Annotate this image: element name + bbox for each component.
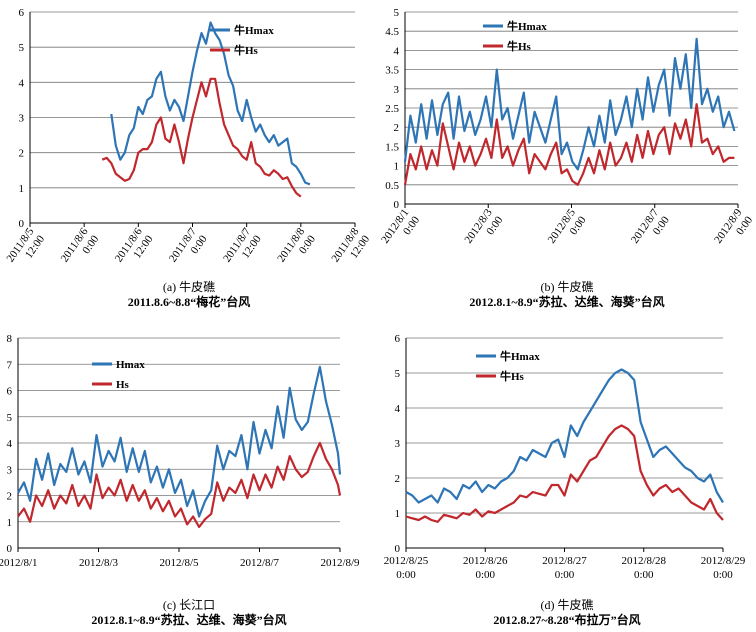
y-tick-label: 1.5 xyxy=(385,141,399,153)
legend-label-hmax: 牛Hmax xyxy=(507,19,547,33)
x-tick-label: 2012/8/50:00 xyxy=(546,206,589,245)
chart-b: 0 0.5 1 1.5 2 2.5 3 3.5 4 4.5 5 2012/8/10:00 2012/8/… xyxy=(379,7,755,246)
x-tick-label: 2012/8/25 0:00 xyxy=(384,555,429,581)
y-tick-label: 2 xyxy=(7,491,13,503)
series-line-hs xyxy=(405,424,724,523)
y-tick-label: 0 xyxy=(7,543,13,555)
caption-a: (a) 牛皮礁 2011.8.6~8.8“梅花”台风 xyxy=(0,280,378,310)
x-tick-label: 2011/8/512:00 xyxy=(4,225,47,264)
legend-label-hmax: 牛Hmax xyxy=(500,349,540,363)
x-tick-label: 2012/8/3 xyxy=(79,557,119,569)
y-tick-label: 4 xyxy=(7,438,13,450)
series-line-hmax xyxy=(405,368,724,504)
y-tick-label: 2 xyxy=(395,473,401,485)
x-tick-label: 2012/8/7 xyxy=(240,557,280,569)
caption-title-d: (d) 牛皮礁 xyxy=(540,598,594,612)
y-tick-label: 6 xyxy=(19,7,25,19)
y-tick-label: 1 xyxy=(19,183,25,195)
x-tick-label: 2012/8/10:00 xyxy=(379,207,422,246)
legend-label-hmax: Hmax xyxy=(116,359,145,371)
x-tick-label: 2011/8/80:00 xyxy=(275,225,318,264)
series-line-hmax xyxy=(110,21,311,186)
caption-sub-c: 2012.8.1~8.9“苏拉、达维、海葵”台风 xyxy=(91,613,287,627)
y-tick-label: 3 xyxy=(395,438,401,450)
caption-d: (d) 牛皮礁 2012.8.27~8.28“布拉万”台风 xyxy=(378,598,756,628)
caption-title-b: (b) 牛皮礁 xyxy=(540,280,594,294)
y-tick-label: 0 xyxy=(19,218,25,230)
x-tick-label: 2012/8/30:00 xyxy=(462,206,505,245)
chart-panel-a: 0 1 2 3 4 5 6 2011/8/5 12:00 2011/8/6 0:00 2011/8/6… xyxy=(0,0,378,316)
y-tick-label: 2 xyxy=(19,148,25,160)
caption-title-c: (c) 长江口 xyxy=(162,598,216,612)
y-tick-label: 3 xyxy=(19,113,25,125)
series-line-hs xyxy=(101,77,302,198)
caption-sub-d: 2012.8.27~8.28“布拉万”台风 xyxy=(493,613,641,627)
x-tick-label: 2011/8/70:00 xyxy=(167,225,210,264)
series-line-hmax xyxy=(17,365,342,518)
y-tick-label: 7 xyxy=(7,359,13,371)
legend-label-hs: 牛Hs xyxy=(234,43,259,57)
y-tick-label: 3.5 xyxy=(385,65,399,77)
chart-c: 0 1 2 3 4 5 6 7 8 2012/8/1 2012/8/3 2012/8/5 2012/8/… xyxy=(0,333,360,569)
x-tick-label: 2011/8/60:00 xyxy=(59,225,102,264)
chart-panel-d: 0 1 2 3 4 5 6 2012/8/25 0:00 2012/8/26 0:00 2012/8/… xyxy=(378,316,756,632)
legend-label-hs: 牛Hs xyxy=(500,369,525,383)
chart-d: 0 1 2 3 4 5 6 2012/8/25 0:00 2012/8/26 0:00 2012/8/… xyxy=(384,333,746,581)
caption-sub-a: 2011.8.6~8.8“梅花”台风 xyxy=(127,295,251,309)
chart-panel-b: 0 0.5 1 1.5 2 2.5 3 3.5 4 4.5 5 2012/8/1 0:00 2012/8/… xyxy=(378,0,756,316)
y-tick-label: 3 xyxy=(7,464,13,476)
y-tick-label: 1 xyxy=(395,508,401,520)
y-tick-label: 1 xyxy=(7,517,13,529)
series-line-hs xyxy=(17,441,342,529)
y-tick-label: 4 xyxy=(395,403,401,415)
y-tick-label: 6 xyxy=(7,386,13,398)
chart-panel-c: 0 1 2 3 4 5 6 7 8 2012/8/1 2012/8/3 2012/8/5 2012/8/… xyxy=(0,316,378,632)
caption-sub-b: 2012.8.1~8.9“苏拉、达维、海葵”台风 xyxy=(469,295,665,309)
x-tick-label: 2012/8/29 0:00 xyxy=(701,555,746,581)
caption-b: (b) 牛皮礁 2012.8.1~8.9“苏拉、达维、海葵”台风 xyxy=(378,280,756,310)
y-tick-label: 4.5 xyxy=(385,26,399,38)
y-tick-label: 3 xyxy=(394,84,400,96)
legend-label-hmax: 牛Hmax xyxy=(234,23,274,37)
y-tick-label: 8 xyxy=(7,333,13,345)
x-tick-label: 2011/8/812:00 xyxy=(329,225,372,264)
y-tick-label: 2.5 xyxy=(385,103,399,115)
series-line-hs xyxy=(403,103,735,186)
series-line-hmax xyxy=(403,37,736,171)
x-tick-label: 2011/8/712:00 xyxy=(221,225,264,264)
y-tick-label: 5 xyxy=(394,7,400,19)
y-tick-label: 1 xyxy=(394,161,400,173)
y-tick-label: 4 xyxy=(394,45,400,57)
x-tick-label: 2012/8/90:00 xyxy=(712,206,755,245)
y-tick-label: 5 xyxy=(7,412,13,424)
y-tick-label: 0 xyxy=(395,543,401,555)
x-tick-label: 2012/8/27 0:00 xyxy=(542,555,587,581)
y-tick-label: 6 xyxy=(395,333,401,345)
caption-title-a: (a) 牛皮礁 xyxy=(162,280,216,294)
y-tick-label: 2 xyxy=(394,122,400,134)
y-tick-label: 0 xyxy=(394,199,400,211)
legend-label-hs: Hs xyxy=(116,379,130,391)
y-tick-label: 5 xyxy=(395,368,401,380)
x-tick-label: 2012/8/5 xyxy=(159,557,199,569)
caption-c: (c) 长江口 2012.8.1~8.9“苏拉、达维、海葵”台风 xyxy=(0,598,378,628)
x-tick-label: 2011/8/612:00 xyxy=(113,225,156,264)
y-tick-label: 4 xyxy=(19,77,25,89)
y-tick-label: 5 xyxy=(19,42,25,54)
chart-a: 0 1 2 3 4 5 6 2011/8/512:00 2011/8/60:00 2011/8/6… xyxy=(4,7,372,264)
x-tick-label: 2012/8/70:00 xyxy=(629,206,672,245)
y-tick-label: 0.5 xyxy=(385,180,399,192)
x-tick-label: 2012/8/9 xyxy=(320,557,360,569)
x-tick-label: 2012/8/1 xyxy=(0,557,38,569)
legend-label-hs: 牛Hs xyxy=(507,39,532,53)
x-tick-label: 2012/8/26 0:00 xyxy=(463,555,508,581)
x-tick-label: 2012/8/28 0:00 xyxy=(621,555,666,581)
